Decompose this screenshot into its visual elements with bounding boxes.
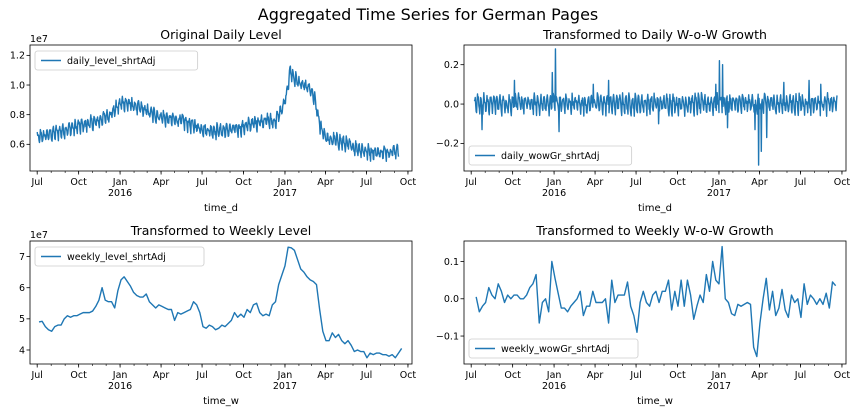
legend: daily_wowGr_shrtAdj [468, 145, 633, 166]
x-tick-label: Jan [711, 370, 727, 381]
y-tick-label: 6 [19, 283, 25, 294]
x-tick-label: Oct [669, 370, 686, 381]
x-tick-label: Oct [400, 370, 417, 381]
axes-frame [463, 240, 847, 365]
axes-frame [29, 240, 413, 365]
legend-box [468, 338, 639, 359]
x-tick-label: Jul [195, 370, 207, 381]
x-tick-label: Apr [751, 177, 768, 188]
legend-label: daily_level_shrtAdj [67, 56, 155, 67]
panel-title: Original Daily Level [160, 27, 281, 42]
x-axis-label: time_d [204, 203, 238, 214]
x-tick-label: Jan [112, 370, 128, 381]
y-tick-label: 0.8 [10, 110, 25, 121]
series-line-daily_wowGr_shrtAdj [473, 48, 838, 166]
x-axis-label: time_w [637, 396, 673, 407]
x-tick-label: Apr [751, 370, 768, 381]
x-tick-label: 2016 [108, 188, 132, 199]
x-tick-label: Jul [30, 370, 42, 381]
y-tick-label: 0.2 [444, 60, 459, 71]
y-tick-label: 5 [19, 314, 25, 325]
legend-label: weekly_wowGr_shrtAdj [501, 344, 610, 355]
figure-suptitle: Aggregated Time Series for German Pages [258, 5, 599, 24]
y-offset-label: 1e7 [30, 230, 48, 241]
y-tick-label: 0.0 [444, 99, 459, 110]
x-tick-label: Oct [504, 177, 521, 188]
y-tick-label: 7 [19, 252, 25, 263]
x-tick-label: Oct [70, 177, 87, 188]
x-tick-label: 2016 [542, 381, 566, 392]
x-tick-label: 2017 [707, 188, 731, 199]
y-tick-label: 0.0 [444, 294, 459, 305]
x-tick-label: 2016 [542, 188, 566, 199]
x-tick-label: Apr [587, 370, 604, 381]
x-tick-label: Jul [360, 370, 372, 381]
x-tick-label: Oct [834, 370, 851, 381]
x-tick-label: Oct [400, 177, 417, 188]
legend-box [34, 50, 199, 71]
x-tick-label: 2017 [273, 381, 297, 392]
x-tick-label: Jan [277, 370, 293, 381]
x-tick-label: Apr [153, 177, 170, 188]
x-tick-label: Oct [504, 370, 521, 381]
x-tick-label: Jul [794, 177, 806, 188]
y-tick-label: 0.1 [444, 257, 459, 268]
x-tick-label: 2017 [273, 188, 297, 199]
legend: weekly_level_shrtAdj [34, 246, 205, 267]
x-tick-label: Oct [834, 177, 851, 188]
x-tick-label: Apr [317, 177, 334, 188]
y-offset-label: 1e7 [30, 34, 48, 45]
x-tick-label: Apr [317, 370, 334, 381]
panel-daily-wow-growth: Transformed to Daily W-o-W Growth Jul Oct J… [436, 27, 851, 214]
series-line-daily_level_shrtAdj [36, 65, 400, 162]
x-tick-label: 2016 [108, 381, 132, 392]
x-tick-label: Oct [235, 370, 252, 381]
x-tick-label: Jul [464, 177, 476, 188]
y-tick-label: 1.0 [10, 80, 25, 91]
x-tick-label: Jan [546, 177, 562, 188]
legend-label: daily_wowGr_shrtAdj [501, 151, 599, 162]
x-tick-label: Apr [153, 370, 170, 381]
series-line-weekly_level_shrtAdj [38, 246, 403, 359]
x-tick-label: Jul [629, 177, 641, 188]
axes-frame [29, 44, 413, 172]
x-tick-label: Jul [195, 177, 207, 188]
x-tick-label: Jan [112, 177, 128, 188]
y-tick-label: 0.6 [10, 140, 25, 151]
x-axis-label: time_d [638, 203, 672, 214]
x-tick-label: Jul [794, 370, 806, 381]
x-tick-label: Jul [360, 177, 372, 188]
legend: weekly_wowGr_shrtAdj [468, 338, 639, 359]
x-tick-label: Oct [669, 177, 686, 188]
panel-title: Transformed to Weekly W-o-W Growth [535, 223, 773, 238]
x-tick-label: Jul [30, 177, 42, 188]
legend-box [34, 246, 205, 267]
panel-title: Transformed to Daily W-o-W Growth [542, 27, 767, 42]
x-tick-label: Jan [277, 177, 293, 188]
y-tick-label: −0.2 [436, 139, 459, 150]
series-line-weekly_wowGr_shrtAdj [475, 245, 837, 358]
x-tick-label: Jan [546, 370, 562, 381]
y-tick-label: −0.1 [436, 331, 459, 342]
x-tick-label: Jul [464, 370, 476, 381]
x-tick-label: 2017 [707, 381, 731, 392]
x-axis-label: time_w [203, 396, 239, 407]
x-tick-label: Jan [711, 177, 727, 188]
x-tick-label: Oct [235, 177, 252, 188]
legend-box [468, 145, 633, 166]
x-tick-label: Oct [70, 370, 87, 381]
legend-label: weekly_level_shrtAdj [67, 252, 166, 263]
panel-weekly-wow-growth: Transformed to Weekly W-o-W Growth Jul Oct… [436, 223, 851, 407]
x-tick-label: Jul [629, 370, 641, 381]
legend: daily_level_shrtAdj [34, 50, 199, 71]
x-tick-label: Apr [587, 177, 604, 188]
y-tick-label: 4 [19, 345, 25, 356]
panel-title: Transformed to Weekly Level [130, 223, 311, 238]
axes-frame [463, 44, 847, 172]
y-tick-label: 1.2 [10, 51, 25, 62]
